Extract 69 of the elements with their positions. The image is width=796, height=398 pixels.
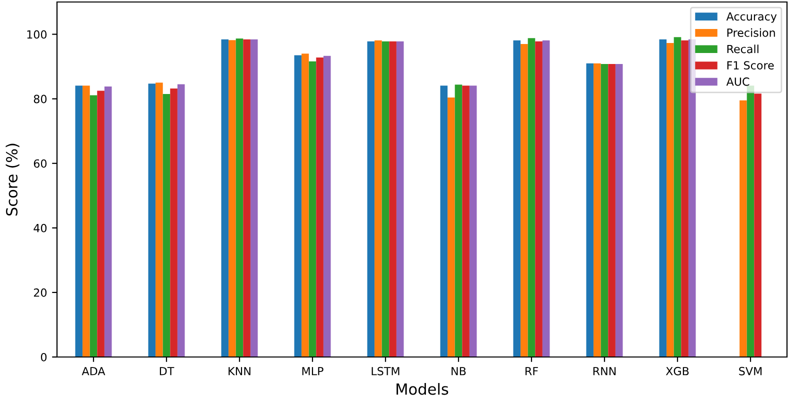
x-tick-label: ADA xyxy=(82,367,106,376)
bar xyxy=(535,41,542,357)
bar xyxy=(221,39,229,357)
legend-label: Precision xyxy=(727,28,775,37)
bar xyxy=(374,40,382,357)
bar xyxy=(243,39,250,357)
bar xyxy=(97,90,104,357)
bar xyxy=(228,40,236,357)
y-tick-label: 0 xyxy=(40,352,47,362)
bar xyxy=(250,39,258,357)
bar xyxy=(440,86,448,357)
bar xyxy=(156,82,163,357)
y-tick-label: 20 xyxy=(34,288,47,297)
bar xyxy=(740,100,747,357)
bar xyxy=(367,41,375,357)
bar xyxy=(520,44,528,357)
bar xyxy=(382,41,390,357)
bar xyxy=(177,84,185,357)
bar xyxy=(681,40,688,357)
bar xyxy=(586,63,594,357)
x-axis-title: Models xyxy=(396,383,448,395)
bar xyxy=(82,86,90,357)
x-tick-label: NB xyxy=(452,367,466,376)
bar xyxy=(104,86,112,357)
y-tick-label: 100 xyxy=(27,30,47,39)
bar xyxy=(389,41,396,357)
bar xyxy=(674,37,682,357)
bar xyxy=(308,61,316,357)
bar xyxy=(90,95,98,357)
bar xyxy=(754,94,762,357)
bar xyxy=(615,64,623,357)
x-tick-label: LSTM xyxy=(372,366,400,376)
x-tick-label: RNN xyxy=(593,367,616,376)
bar xyxy=(302,54,309,357)
x-tick-label: XGB xyxy=(666,366,689,376)
bar xyxy=(600,64,608,357)
bar xyxy=(659,39,667,357)
x-tick-label: KNN xyxy=(228,367,250,376)
bar xyxy=(170,88,178,357)
bar xyxy=(666,42,674,357)
bar xyxy=(316,58,324,357)
x-tick-label: SVM xyxy=(739,366,762,376)
bar xyxy=(454,84,462,357)
bar xyxy=(513,40,521,357)
bar xyxy=(542,40,550,357)
bar xyxy=(148,84,156,357)
bar xyxy=(462,86,470,357)
bar xyxy=(236,38,244,357)
legend-label: F1 Score xyxy=(727,61,774,70)
x-tick-label: RF xyxy=(526,367,538,376)
x-tick-label: MLP xyxy=(302,367,324,376)
x-tick-label: DT xyxy=(160,367,174,376)
y-tick-label: 40 xyxy=(34,224,47,232)
bar xyxy=(608,64,616,357)
bar xyxy=(528,38,536,357)
y-tick-label: 60 xyxy=(34,159,47,168)
legend-label: Recall xyxy=(727,44,758,54)
bar xyxy=(162,94,170,357)
bar xyxy=(323,56,331,357)
y-tick-label: 80 xyxy=(34,94,47,104)
bar xyxy=(396,41,404,357)
bar xyxy=(594,63,601,357)
bar xyxy=(448,98,455,357)
bar xyxy=(294,55,302,357)
y-axis-title: Score (%) xyxy=(6,144,20,216)
legend-label: Accuracy xyxy=(726,12,777,23)
bar xyxy=(469,86,477,357)
bar xyxy=(75,86,83,357)
legend-label: AUC xyxy=(726,77,750,86)
